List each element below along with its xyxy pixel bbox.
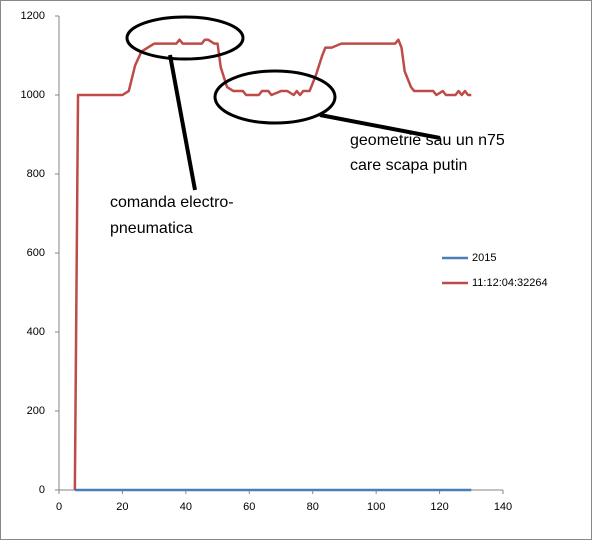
x-tick-label: 0 [56,501,62,513]
annotation-ellipse [125,15,245,61]
x-tick-label: 40 [180,501,192,513]
legend-label: 11:12:04:32264 [472,277,548,289]
x-tick-label: 80 [307,501,319,513]
x-tick-label: 100 [367,501,385,513]
x-tick-label: 120 [430,501,448,513]
annotation-text: geometrie sau un n75 [350,132,505,149]
x-tick-label: 20 [116,501,128,513]
x-tick-label: 140 [494,501,512,513]
y-tick-label: 400 [27,326,45,338]
chart-frame [0,0,592,540]
annotation-text: pneumatica [110,220,193,237]
annotation-arrow [319,113,441,140]
annotation-text: care scapa putin [350,157,467,174]
annotation-ellipse [213,69,337,125]
y-tick-label: 600 [27,247,45,259]
y-tick-label: 1000 [21,89,45,101]
annotation-arrow [168,54,197,191]
x-tick-label: 60 [243,501,255,513]
y-tick-label: 800 [27,168,45,180]
annotation-text: comanda electro- [110,194,234,211]
y-tick-label: 1200 [21,10,45,22]
y-tick-label: 0 [39,484,45,496]
legend-label: 2015 [472,252,496,264]
plot-area: 0 200 400 600 800 1000 1200 0 20 40 60 80 100 120 140 2… [21,10,548,513]
y-tick-label: 200 [27,405,45,417]
series-line [73,38,472,491]
